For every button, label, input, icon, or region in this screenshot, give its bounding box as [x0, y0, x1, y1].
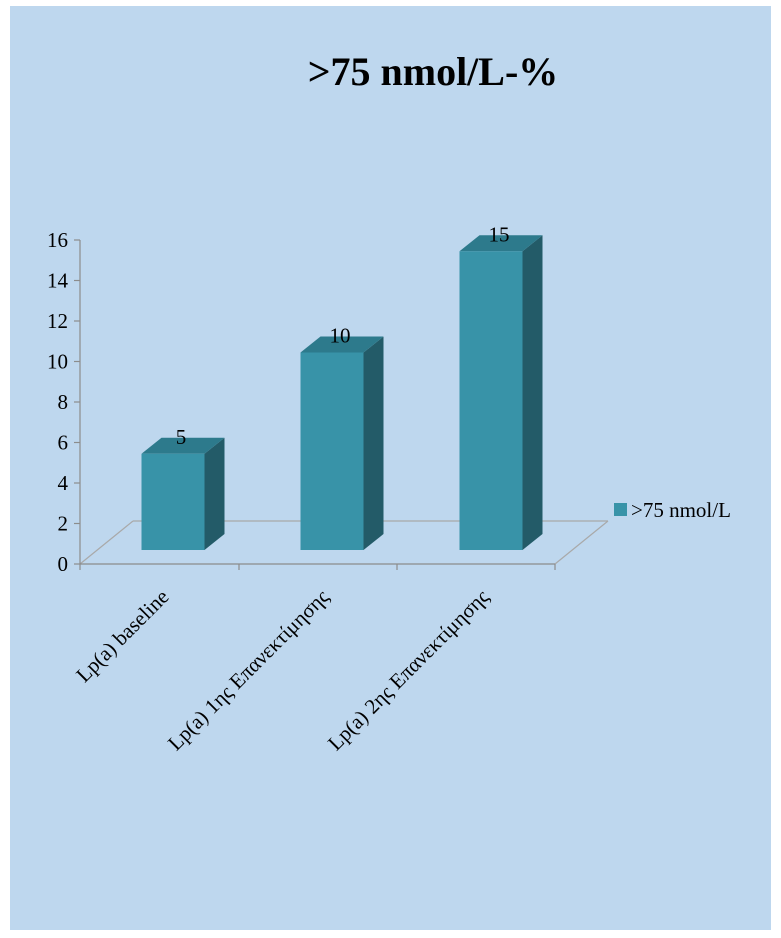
floor-right-edge	[554, 520, 609, 565]
y-tick-label: 0	[58, 552, 69, 576]
chart-frame	[10, 6, 771, 930]
bar-side	[522, 235, 543, 550]
data-label: 5	[176, 425, 187, 449]
bar	[459, 251, 523, 550]
chart-title: >75 nmol/L-%	[308, 49, 559, 94]
legend-label-0: >75 nmol/L	[631, 498, 731, 522]
bar	[300, 352, 364, 550]
data-label: 15	[489, 222, 510, 246]
y-tick-label: 6	[58, 431, 69, 455]
bar-top	[300, 336, 384, 353]
bar-top	[141, 437, 225, 454]
y-tick-label: 12	[47, 309, 68, 333]
bar-side	[363, 336, 384, 550]
legend: >75 nmol/L	[614, 498, 731, 522]
bar-top	[459, 235, 543, 252]
y-tick-label: 8	[58, 390, 69, 414]
category-label: Lp(a) 1ης Επανεκτίμησης	[163, 584, 334, 755]
floor-left-edge	[79, 520, 134, 565]
data-label: 10	[330, 324, 351, 348]
y-tick-label: 16	[47, 228, 68, 252]
bar-side	[204, 437, 225, 550]
y-tick-label: 2	[58, 512, 69, 536]
y-tick-label: 4	[58, 471, 69, 495]
y-tick-label: 14	[47, 269, 69, 293]
y-tick-label: 10	[47, 350, 68, 374]
legend-swatch-0	[614, 503, 627, 516]
category-label: Lp(a) baseline	[71, 585, 173, 687]
category-label: Lp(a) 2ης Επανεκτίμησης	[323, 584, 494, 755]
bar	[141, 453, 205, 550]
